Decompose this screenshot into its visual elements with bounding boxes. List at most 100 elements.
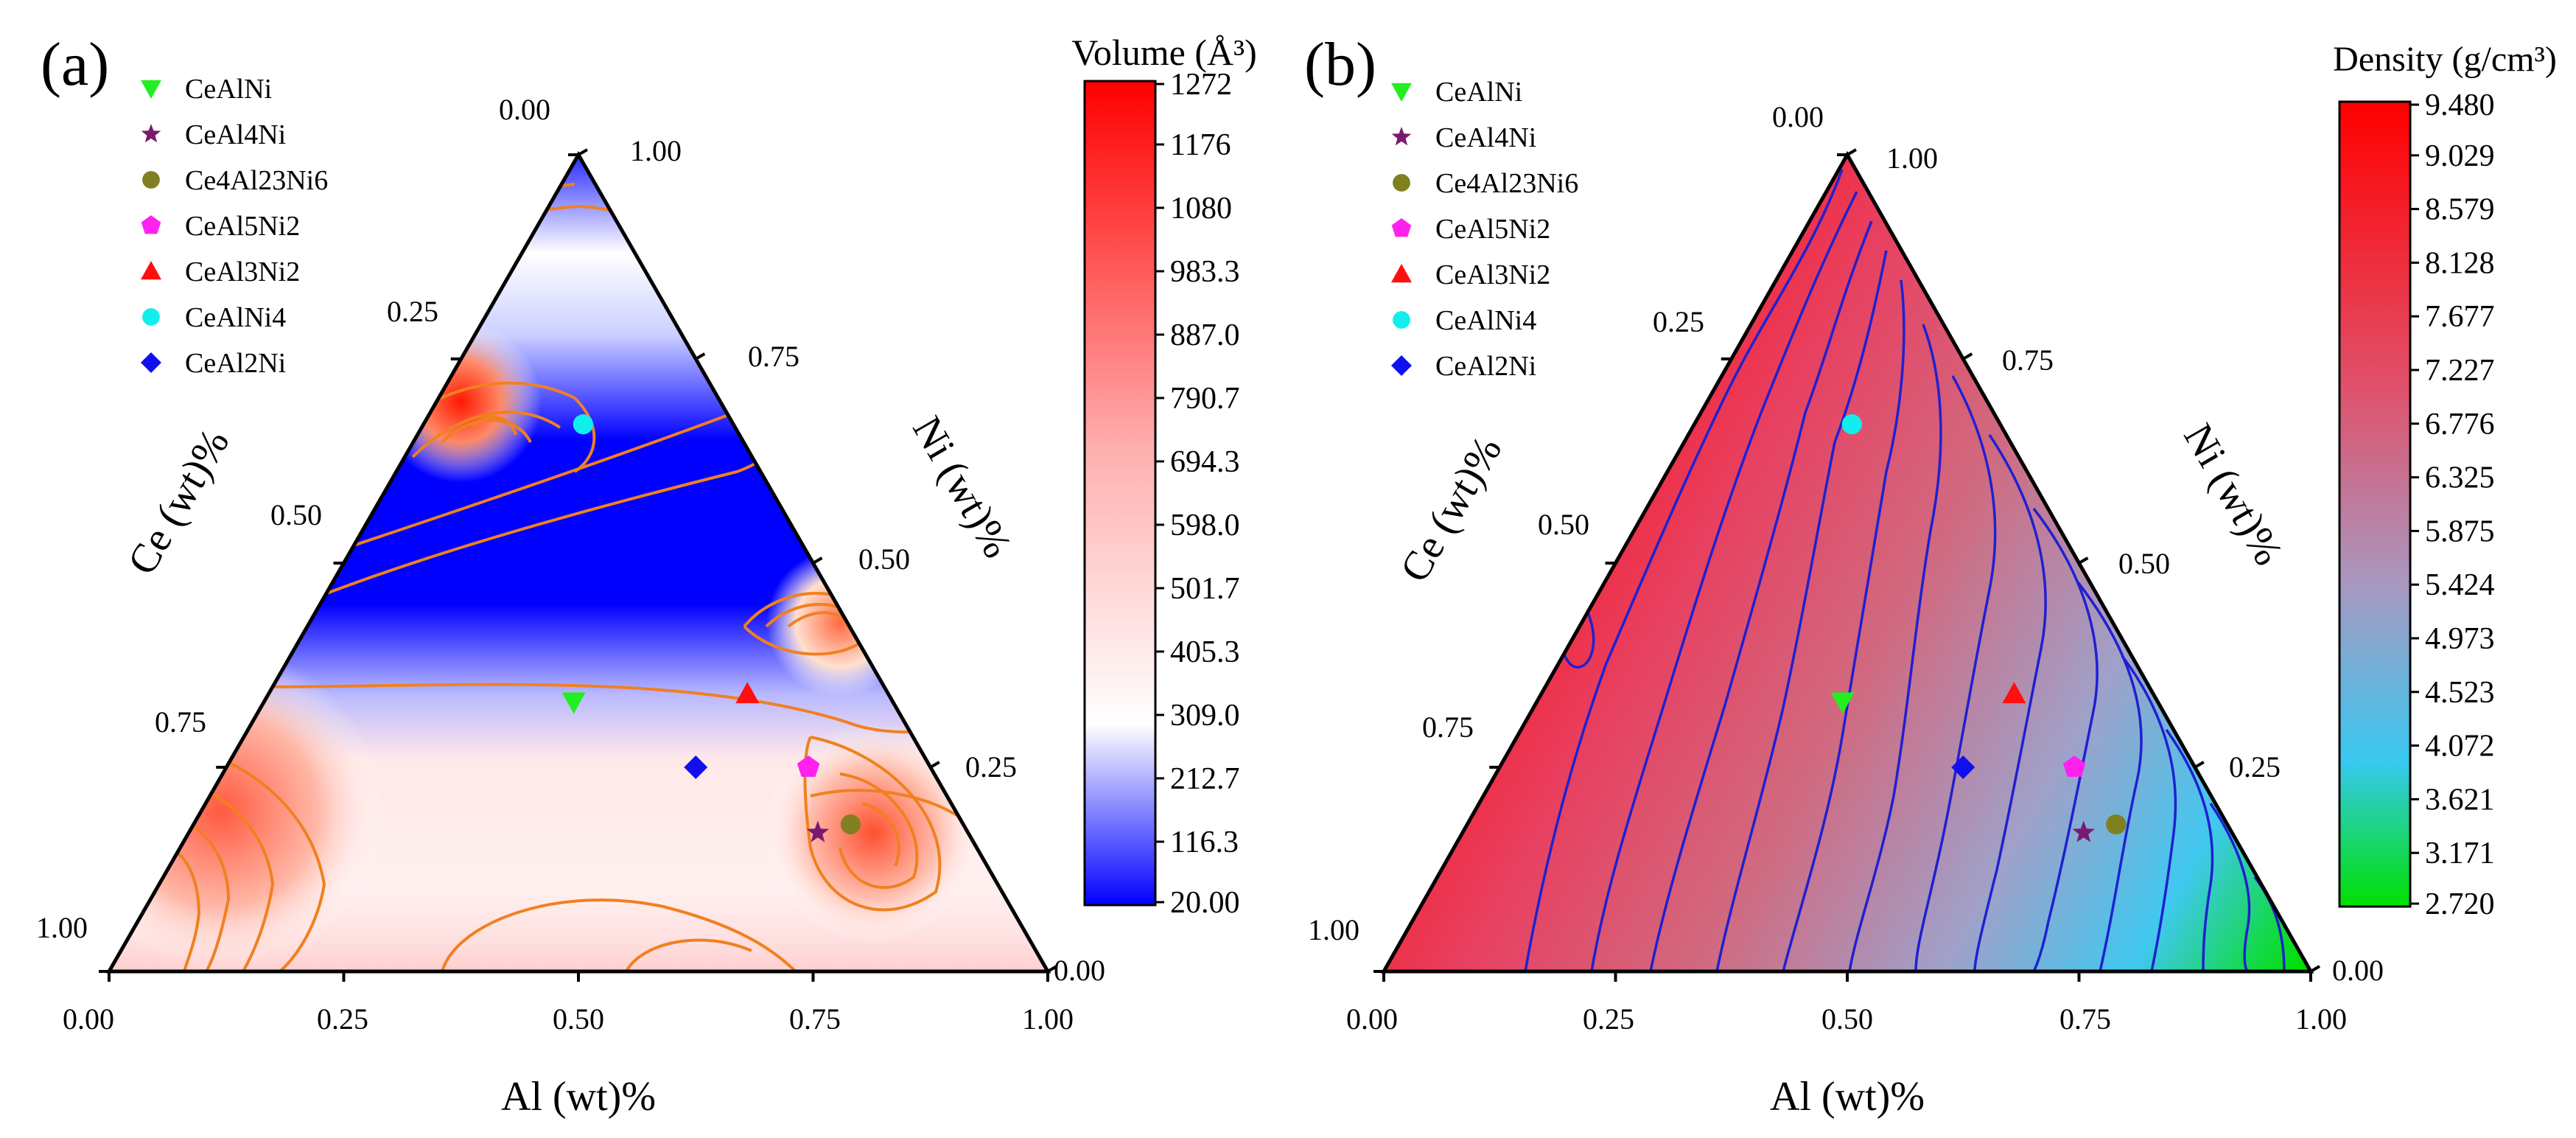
colorbar-tick-label: 501.7 — [1170, 572, 1240, 606]
panel-b-colorbar-ticks: 9.480 9.029 8.579 8.128 7.677 7.227 6.776 6.325… — [2410, 88, 2495, 921]
legend-marker-diamond-icon — [141, 352, 161, 373]
panel-a-markers — [561, 414, 861, 842]
colorbar-tick-label: 983.3 — [1170, 255, 1240, 289]
legend-marker-triangle-down-icon — [141, 80, 161, 99]
data-point-CeAlNi — [1830, 692, 1855, 714]
colorbar-tick-label: 887.0 — [1170, 318, 1240, 352]
right-tick-mark — [577, 148, 589, 156]
right-tick-mark — [2078, 556, 2089, 565]
a-right-tick-3: 0.75 — [748, 340, 799, 373]
data-point-CeAl4Ni — [806, 820, 830, 842]
panel-a-colorbar-ticks: 1272 1176 1080 983.3 887.0 790.7 694.3 598.0 501… — [1155, 68, 1240, 920]
legend-marker-triangle-up-icon — [141, 261, 161, 280]
panel-b-tick-labels: 0.00 0.25 0.50 0.75 1.00 0.00 0.25 0.50 … — [1308, 100, 2384, 1036]
legend-entry-label: CeAl3Ni2 — [185, 256, 300, 287]
panel-b-ticks — [1373, 148, 2321, 982]
panel-b: (b) 0.00 0.25 0.50 0.75 1.00 0.00 0.25 0… — [1304, 30, 2557, 1120]
a-left-tick-4: 1.00 — [36, 911, 88, 944]
a-bottom-tick-0: 0.00 — [63, 1002, 114, 1036]
panel-b-colorbar — [2338, 100, 2412, 908]
legend-entry-label: CeAl2Ni — [1435, 351, 1536, 382]
colorbar-tick-label: 20.00 — [1170, 886, 1240, 920]
b-left-tick-3: 0.75 — [1422, 711, 1474, 744]
b-bottom-tick-0: 0.00 — [1346, 1002, 1398, 1036]
b-right-tick-1: 0.25 — [2229, 750, 2281, 783]
colorbar-tick-label: 1080 — [1170, 192, 1232, 226]
data-point-CeAlNi4 — [1841, 414, 1862, 435]
b-bottom-tick-3: 0.75 — [2059, 1002, 2111, 1036]
b-left-axis-title: Ce (wt)% — [1392, 429, 1511, 590]
legend-marker-triangle-up-icon — [1391, 264, 1412, 283]
colorbar-tick-label: 694.3 — [1170, 445, 1240, 479]
colorbar-tick-label: 9.029 — [2425, 139, 2495, 173]
right-tick-mark — [1846, 148, 1858, 156]
data-point-CeAlNi4 — [573, 414, 593, 435]
b-left-tick-1: 0.25 — [1653, 305, 1704, 338]
colorbar-tick-label: 2.720 — [2425, 887, 2495, 921]
panel-b-colorbar-title: Density (g/cm³) — [2333, 40, 2557, 79]
panel-b-markers — [1830, 414, 2127, 842]
colorbar-tick-label: 790.7 — [1170, 382, 1240, 416]
legend-marker-diamond-icon — [1391, 355, 1412, 376]
panel-a-label: (a) — [41, 30, 109, 99]
colorbar-tick-label: 1272 — [1170, 68, 1232, 102]
colorbar-tick-label: 3.621 — [2425, 783, 2495, 817]
a-right-tick-4: 1.00 — [630, 134, 682, 167]
right-tick-mark — [2309, 965, 2321, 973]
legend-entry-label: CeAl3Ni2 — [1435, 259, 1550, 290]
right-tick-mark — [1046, 965, 1058, 973]
a-left-tick-0: 0.00 — [499, 93, 550, 126]
b-right-tick-2: 0.50 — [2118, 547, 2170, 580]
colorbar-tick-label: 1176 — [1170, 128, 1231, 162]
b-right-tick-4: 1.00 — [1886, 142, 1938, 175]
b-left-tick-4: 1.00 — [1308, 913, 1359, 946]
colorbar-tick-label: 4.072 — [2425, 730, 2495, 764]
colorbar-tick-label: 116.3 — [1170, 825, 1239, 859]
legend-entry-label: CeAlNi — [1435, 77, 1522, 108]
a-bottom-tick-3: 0.75 — [789, 1002, 841, 1036]
a-left-tick-1: 0.25 — [387, 295, 438, 328]
legend-marker-star-icon — [141, 124, 161, 143]
legend-entry-label: Ce4Al23Ni6 — [1435, 168, 1578, 199]
legend-entry-label: CeAlNi — [185, 74, 272, 105]
a-right-axis-title: Ni (wt)% — [903, 409, 1021, 566]
colorbar-tick-label: 5.875 — [2425, 514, 2495, 548]
data-point-CeAl5Ni2 — [2062, 755, 2086, 777]
panel-a-tick-labels: 0.00 0.25 0.50 0.75 1.00 0.00 0.25 0.50 … — [36, 93, 1105, 1036]
panel-a: (a) 0.00 0.25 0.50 0.75 1.00 0.00 0.25 0… — [36, 30, 1257, 1120]
legend-marker-circle-icon — [142, 308, 160, 326]
colorbar-tick-label: 7.677 — [2425, 300, 2495, 334]
legend-marker-star-icon — [1391, 127, 1412, 146]
data-point-CeAl3Ni2 — [2002, 682, 2026, 704]
legend-marker-triangle-down-icon — [1391, 83, 1412, 102]
panel-b-legend: CeAlNi CeAl4Ni Ce4Al23Ni6 CeAl5Ni2 CeAl3Ni2 C… — [1391, 77, 1578, 382]
legend-entry-label: CeAl4Ni — [185, 119, 286, 150]
colorbar-tick-label: 4.973 — [2425, 622, 2495, 656]
a-left-axis-title: Ce (wt)% — [119, 422, 239, 582]
a-bottom-tick-2: 0.50 — [553, 1002, 604, 1036]
b-bottom-tick-2: 0.50 — [1821, 1002, 1873, 1036]
colorbar-tick-label: 6.325 — [2425, 461, 2495, 495]
legend-marker-circle-icon — [142, 171, 160, 189]
data-point-CeAl2Ni — [684, 755, 708, 779]
legend-entry-label: CeAl5Ni2 — [185, 211, 300, 242]
data-point-CeAl4Ni — [2072, 820, 2096, 842]
colorbar-tick-label: 598.0 — [1170, 509, 1240, 542]
legend-marker-circle-icon — [1393, 311, 1410, 329]
b-bottom-tick-1: 0.25 — [1583, 1002, 1634, 1036]
colorbar-tick-label: 309.0 — [1170, 699, 1240, 733]
data-point-CeAlNi — [561, 692, 586, 714]
colorbar-tick-label: 8.579 — [2425, 193, 2495, 227]
legend-marker-pentagon-icon — [141, 215, 161, 234]
a-right-tick-0: 0.00 — [1054, 954, 1105, 987]
data-point-CeAl3Ni2 — [735, 682, 760, 704]
panel-a-ticks — [99, 148, 1058, 982]
right-tick-mark — [1962, 352, 1973, 360]
panel-b-label: (b) — [1304, 30, 1376, 99]
legend-entry-label: CeAlNi4 — [1435, 305, 1536, 336]
right-tick-mark — [695, 352, 706, 360]
right-tick-mark — [2194, 761, 2205, 769]
legend-marker-pentagon-icon — [1391, 218, 1412, 237]
b-left-tick-0: 0.00 — [1772, 100, 1824, 133]
